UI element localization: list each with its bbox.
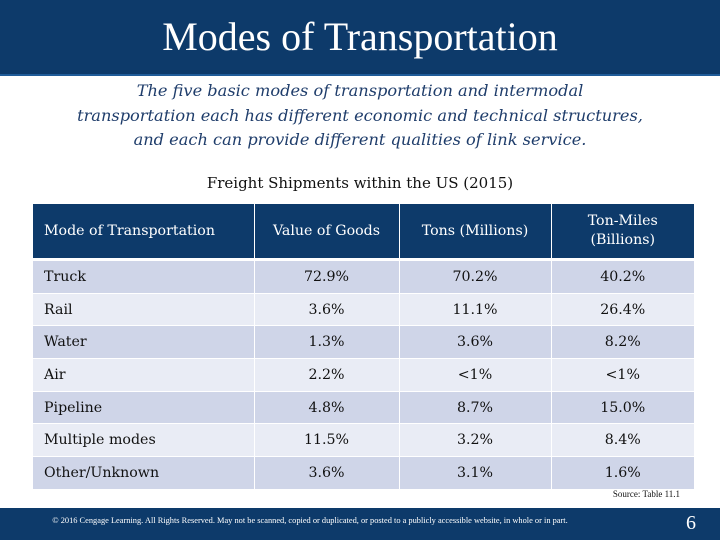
cell-ton-miles: 8.4% [551, 423, 694, 458]
cell-value: 1.3% [254, 325, 400, 360]
cell-value: 11.5% [254, 423, 400, 458]
column-header-mode: Mode of Transportation [33, 204, 255, 261]
cell-ton-miles: 40.2% [551, 259, 694, 294]
cell-mode: Pipeline [33, 391, 255, 425]
cell-tons: 3.6% [399, 325, 552, 360]
cell-mode: Water [33, 325, 255, 360]
cell-ton-miles: 8.2% [551, 325, 694, 360]
slide-title: Modes of Transportation [162, 14, 558, 59]
table-header-row: Mode of Transportation Value of Goods To… [33, 204, 694, 261]
cell-ton-miles: 26.4% [551, 293, 694, 327]
cell-tons: 8.7% [399, 391, 552, 425]
copyright-notice: © 2016 Cengage Learning. All Rights Rese… [52, 516, 568, 525]
table-row: Multiple modes 11.5% 3.2% 8.4% [33, 423, 694, 458]
cell-mode: Other/Unknown [33, 456, 255, 490]
cell-ton-miles: <1% [551, 358, 694, 392]
table-row: Pipeline 4.8% 8.7% 15.0% [33, 391, 694, 425]
cell-mode: Air [33, 358, 255, 392]
cell-tons: <1% [399, 358, 552, 392]
table-title: Freight Shipments within the US (2015) [206, 174, 514, 192]
column-header-value: Value of Goods [254, 204, 400, 261]
cell-tons: 11.1% [399, 293, 552, 327]
cell-tons: 3.1% [399, 456, 552, 490]
cell-value: 2.2% [254, 358, 400, 392]
subtitle-line: and each can provide different qualities… [133, 130, 587, 149]
cell-tons: 70.2% [399, 259, 552, 294]
freight-table: Mode of Transportation Value of Goods To… [33, 204, 694, 490]
column-header-ton-miles: Ton-Miles (Billions) [551, 204, 694, 261]
table-row: Other/Unknown 3.6% 3.1% 1.6% [33, 456, 694, 490]
title-bar: Modes of Transportation [0, 0, 720, 76]
cell-ton-miles: 15.0% [551, 391, 694, 425]
table-row: Rail 3.6% 11.1% 26.4% [33, 293, 694, 327]
cell-mode: Multiple modes [33, 423, 255, 458]
column-header-ton-miles-line1: Ton-Miles [587, 213, 658, 229]
table-row: Truck 72.9% 70.2% 40.2% [33, 259, 694, 294]
cell-value: 3.6% [254, 456, 400, 490]
table-row: Air 2.2% <1% <1% [33, 358, 694, 392]
cell-mode: Truck [33, 259, 255, 294]
cell-value: 3.6% [254, 293, 400, 327]
cell-value: 4.8% [254, 391, 400, 425]
cell-value: 72.9% [254, 259, 400, 294]
subtitle-line: The five basic modes of transportation a… [136, 81, 584, 100]
column-header-ton-miles-line2: (Billions) [590, 232, 656, 248]
cell-mode: Rail [33, 293, 255, 327]
subtitle-line: transportation each has different econom… [77, 105, 643, 125]
source-note: Source: Table 11.1 [612, 489, 680, 499]
page-number: 6 [686, 512, 696, 534]
slide-subtitle: The five basic modes of transportation a… [20, 79, 700, 153]
footer-bar [0, 508, 720, 540]
column-header-tons: Tons (Millions) [399, 204, 552, 261]
table-row: Water 1.3% 3.6% 8.2% [33, 325, 694, 360]
cell-ton-miles: 1.6% [551, 456, 694, 490]
cell-tons: 3.2% [399, 423, 552, 458]
